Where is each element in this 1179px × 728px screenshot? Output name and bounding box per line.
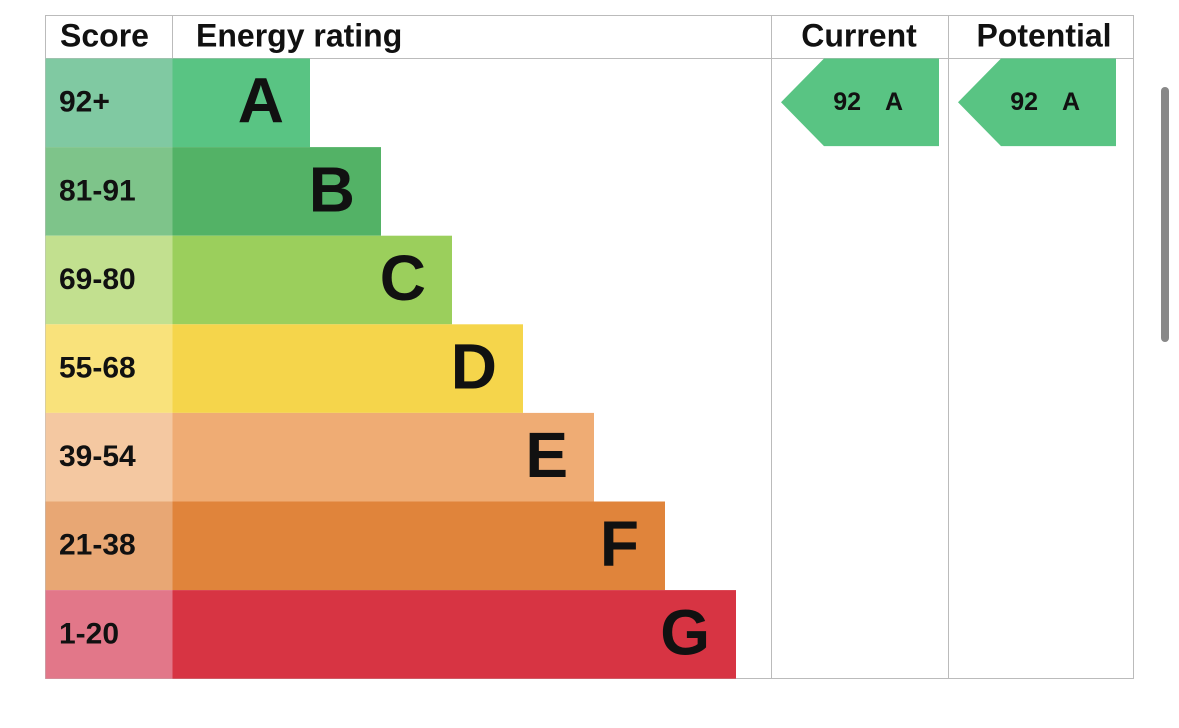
score-cell [45,235,173,325]
score-cell [45,324,173,413]
rating-bar [172,412,594,502]
potential-arrow [958,58,1116,147]
score-label: 81-91 [59,174,136,207]
score-cell [45,412,173,502]
score-cell [45,501,173,591]
rating-bar [172,501,665,591]
header-score: Score [60,17,149,53]
rating-letter: F [600,508,639,580]
rating-letter: B [309,153,355,225]
potential-value: 92 [1010,88,1038,116]
score-label: 21-38 [59,529,136,562]
header-rating: Energy rating [196,17,402,53]
score-label: 1-20 [59,617,119,650]
score-label: 39-54 [59,440,136,473]
rating-bar [172,324,523,413]
rating-letter: A [238,65,284,137]
rating-letter: E [525,419,568,491]
current-arrow [781,58,939,147]
score-label: 69-80 [59,263,136,296]
score-label: 92+ [59,86,110,119]
header-current: Current [801,17,917,53]
rating-bar [172,58,310,148]
score-cell [45,58,173,148]
current-rating: A [885,88,903,116]
rating-bar [172,590,736,679]
rating-letter: G [660,596,710,668]
rating-bar [172,147,381,236]
score-cell [45,147,173,236]
header-potential: Potential [976,17,1111,53]
rating-bar [172,235,452,325]
rating-letter: C [380,242,426,314]
potential-rating: A [1062,88,1080,116]
rating-letter: D [451,331,497,403]
score-cell [45,590,173,679]
score-label: 55-68 [59,352,136,385]
scrollbar[interactable] [1161,87,1169,342]
current-value: 92 [833,88,861,116]
